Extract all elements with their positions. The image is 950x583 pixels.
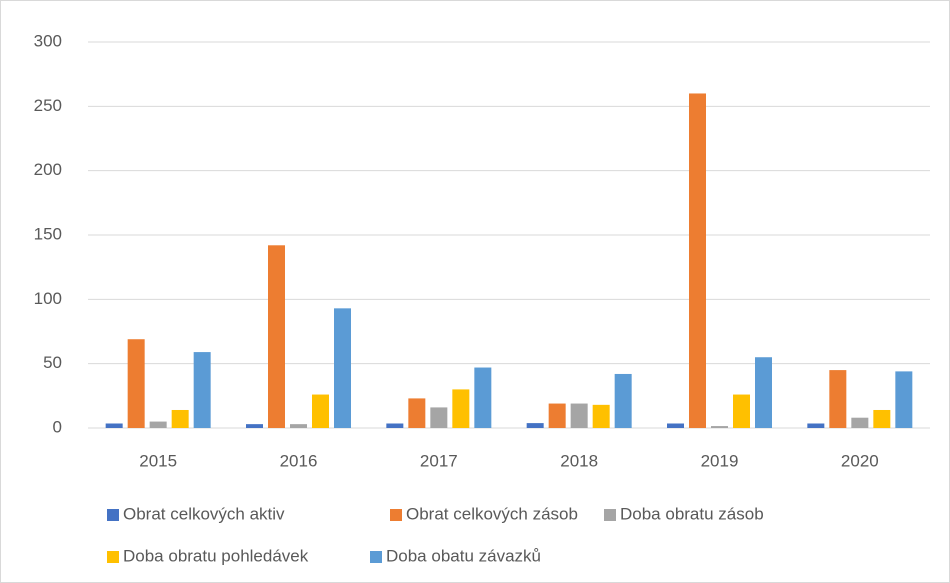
x-tick-label: 2015 <box>139 451 177 470</box>
bar <box>193 352 211 428</box>
legend-swatch <box>370 551 382 563</box>
bar <box>149 421 167 428</box>
legend-swatch <box>107 509 119 521</box>
bar <box>474 367 492 428</box>
y-tick-label: 100 <box>34 289 62 308</box>
x-tick-label: 2017 <box>420 451 458 470</box>
bar <box>408 398 426 428</box>
bar <box>667 423 684 428</box>
bar <box>548 403 566 428</box>
bar <box>268 245 285 428</box>
bar <box>592 404 610 428</box>
y-tick-label: 250 <box>34 96 62 115</box>
bar <box>430 407 448 428</box>
y-tick-label: 150 <box>34 224 62 243</box>
bar <box>851 417 869 428</box>
bar <box>386 423 404 428</box>
bar <box>452 389 470 428</box>
y-tick-label: 0 <box>53 417 62 436</box>
legend-swatch <box>390 509 402 521</box>
bar <box>570 403 588 428</box>
legend-label: Doba obratu zásob <box>620 504 764 523</box>
bar <box>171 409 189 428</box>
bar <box>733 394 750 428</box>
bar <box>105 423 123 428</box>
bar <box>895 371 913 428</box>
bar <box>829 370 847 428</box>
legend-label: Obrat celkových aktiv <box>123 504 285 523</box>
bar <box>127 339 145 428</box>
legend-label: Obrat celkových zásob <box>406 504 578 523</box>
legend-swatch <box>107 551 119 563</box>
x-tick-label: 2018 <box>560 451 598 470</box>
legend-label: Doba obratu pohledávek <box>123 546 309 565</box>
bar <box>689 93 706 428</box>
bar <box>334 308 351 428</box>
x-tick-label: 2016 <box>280 451 318 470</box>
bar <box>290 424 307 428</box>
y-tick-label: 200 <box>34 160 62 179</box>
bar <box>807 423 825 428</box>
y-tick-label: 50 <box>43 353 62 372</box>
bar <box>873 409 891 428</box>
bar <box>526 423 544 428</box>
bar <box>755 357 772 428</box>
legend-swatch <box>604 509 616 521</box>
x-tick-label: 2019 <box>701 451 739 470</box>
legend-label: Doba obatu závazků <box>386 546 541 565</box>
y-tick-label: 300 <box>34 31 62 50</box>
bar <box>312 394 329 428</box>
x-tick-label: 2020 <box>841 451 879 470</box>
bar <box>614 373 632 428</box>
bar <box>711 426 728 428</box>
bar <box>246 424 263 428</box>
